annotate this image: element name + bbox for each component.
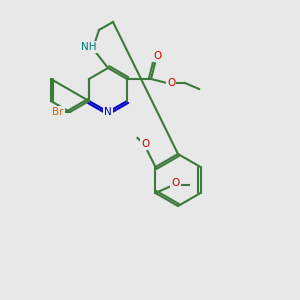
Text: N: N: [104, 107, 112, 117]
Text: O: O: [141, 139, 150, 149]
Text: NH: NH: [81, 42, 97, 52]
Text: O: O: [171, 178, 180, 188]
Text: O: O: [153, 51, 161, 61]
Text: Br: Br: [52, 107, 64, 117]
Text: O: O: [167, 78, 175, 88]
